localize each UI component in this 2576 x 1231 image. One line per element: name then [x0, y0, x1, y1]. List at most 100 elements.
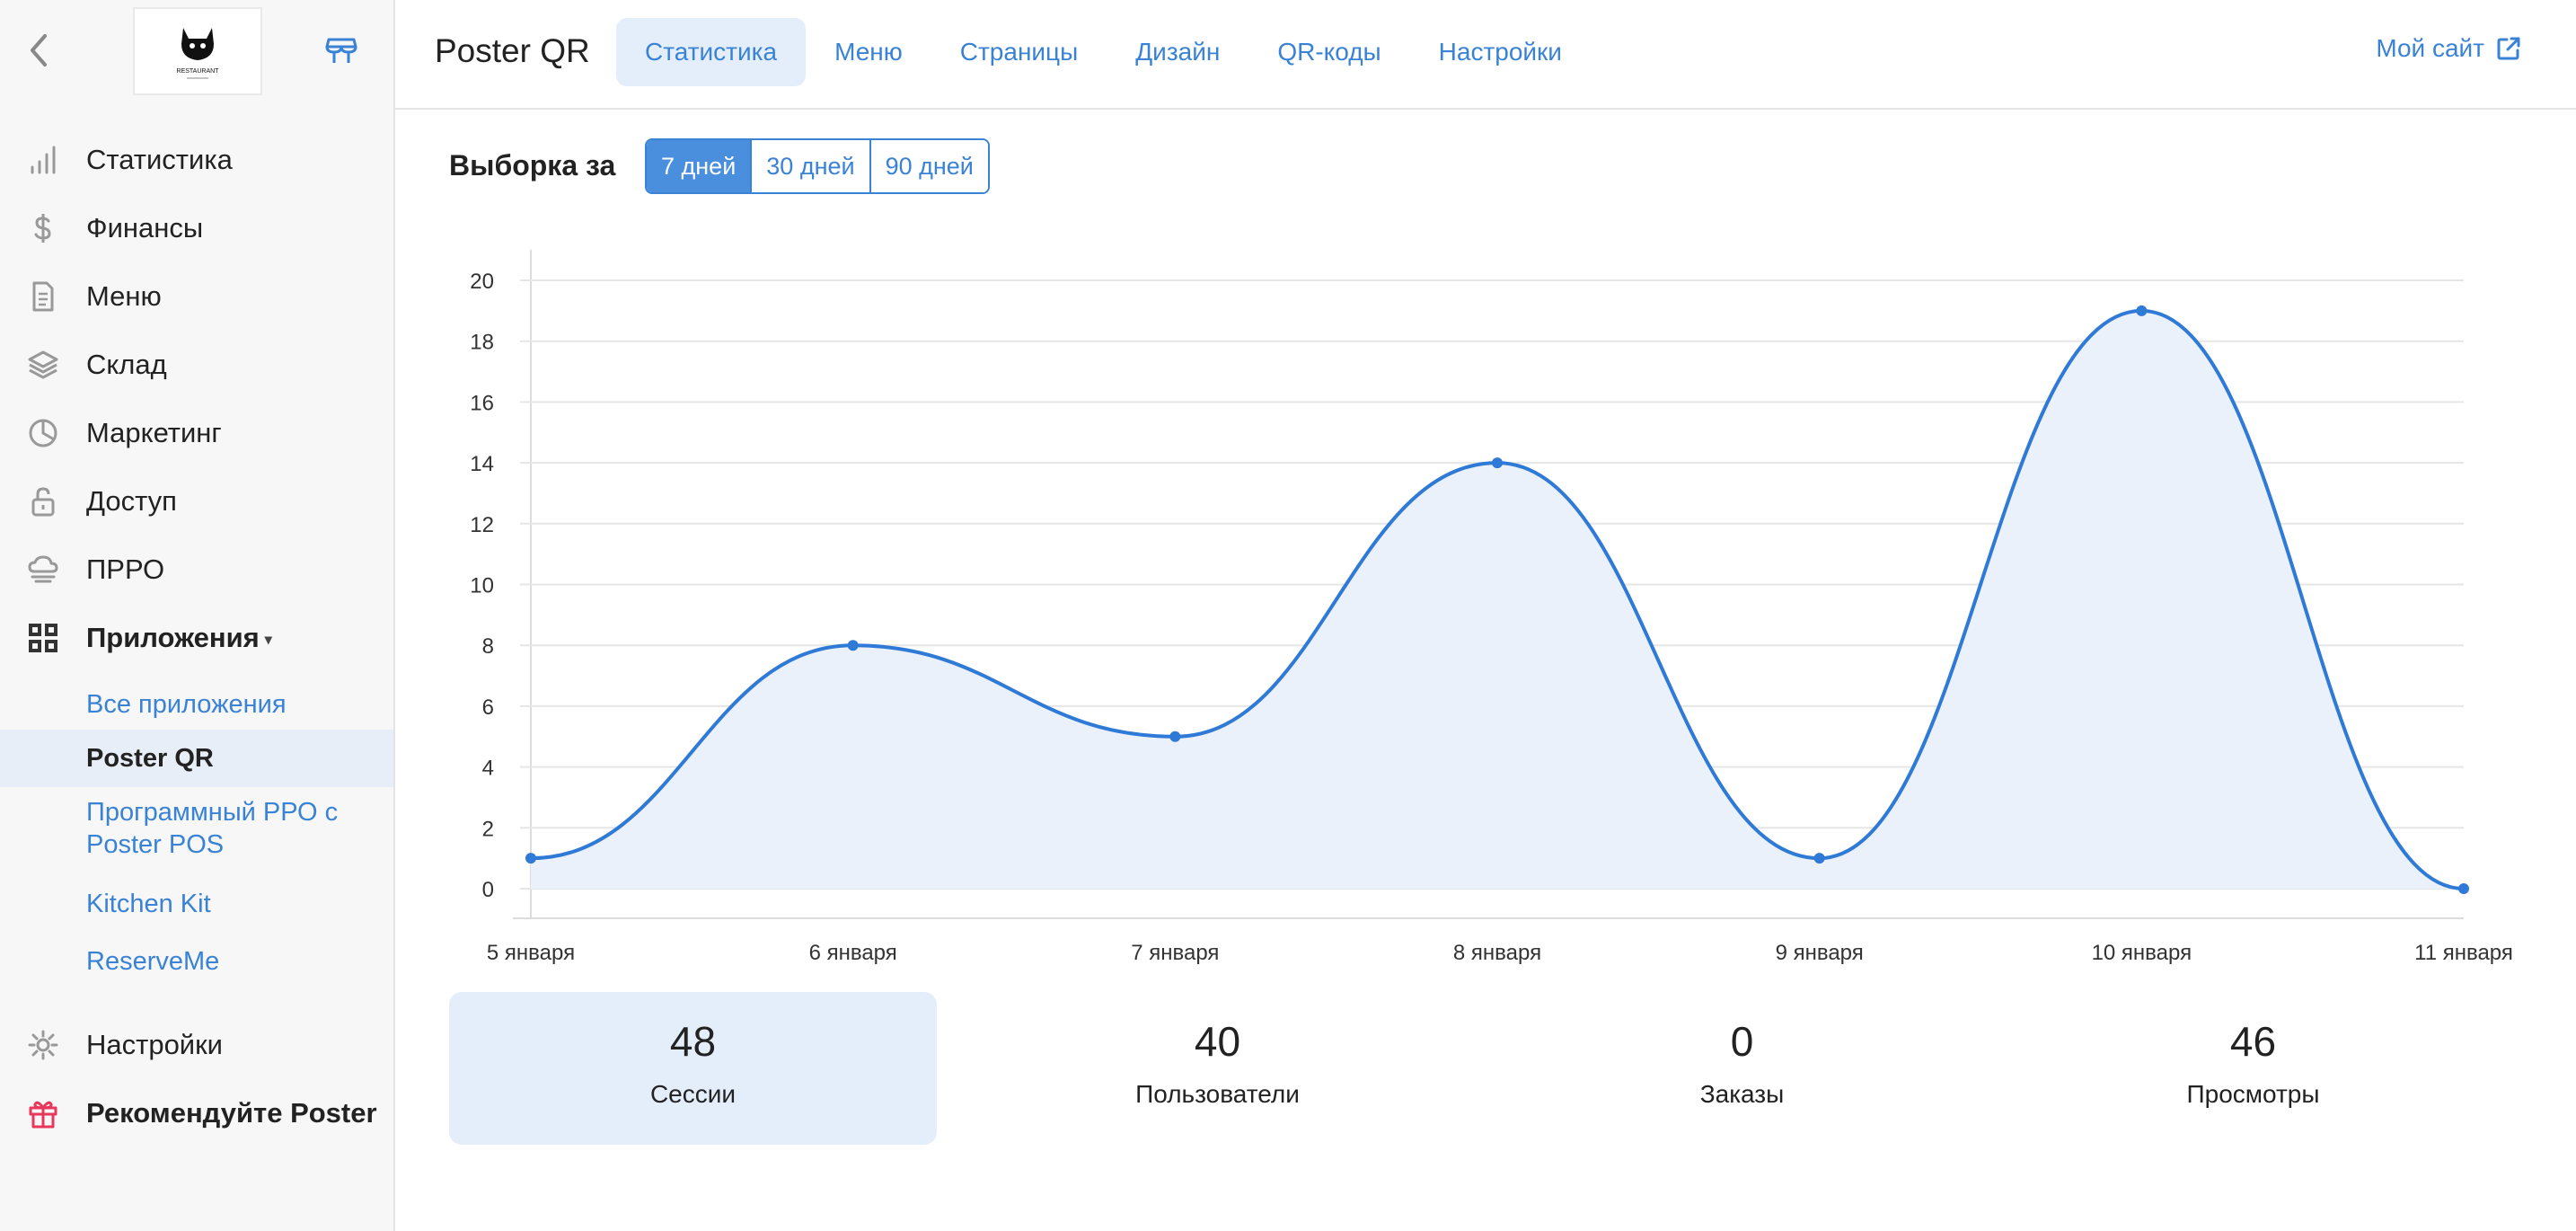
x-tick-label: 6 января: [809, 941, 897, 965]
gift-icon: [27, 1097, 59, 1129]
y-tick-label: 10: [470, 574, 494, 598]
x-tick-label: 9 января: [1776, 941, 1864, 965]
restaurant-logo[interactable]: RESTAURANT: [133, 7, 262, 95]
dollar-icon: [27, 212, 59, 244]
external-link-icon: [2497, 37, 2520, 60]
range-90-days-button[interactable]: 90 дней: [870, 140, 988, 192]
back-button[interactable]: [22, 31, 57, 70]
range-label: Выборка за: [449, 149, 616, 182]
chart-point: [525, 853, 536, 864]
y-tick-label: 12: [470, 513, 494, 537]
sub-item-label: ReserveMe: [86, 947, 220, 976]
y-tick-label: 20: [470, 270, 494, 294]
sub-item-kitchen-kit[interactable]: Kitchen Kit: [0, 877, 393, 931]
stat-label: Сессии: [649, 1080, 737, 1108]
store-icon: [325, 38, 357, 63]
tab-menu[interactable]: Меню: [834, 38, 903, 66]
pie-chart-icon: [27, 417, 59, 449]
logo-text: RESTAURANT: [177, 68, 220, 75]
range-30-days-button[interactable]: 30 дней: [752, 140, 871, 192]
sub-item-reserveme[interactable]: ReserveMe: [0, 934, 393, 988]
sub-item-prro-poster-pos[interactable]: Программный РРО с Poster POS: [0, 791, 393, 866]
sidebar: RESTAURANT Статистика Финансы: [0, 0, 395, 1231]
sub-item-all-apps[interactable]: Все приложения: [0, 677, 393, 731]
stat-label: Пользователи: [1135, 1080, 1300, 1108]
stat-value: 48: [669, 1018, 717, 1065]
x-axis-ticks: 5 января 6 января 7 января 8 января 9 января…: [487, 941, 2513, 965]
sidebar-item-label: Рекомендуйте Poster: [86, 1097, 377, 1129]
chart-point: [1492, 457, 1503, 469]
stat-value: 40: [1194, 1018, 1241, 1065]
chevron-left-icon: [31, 34, 47, 66]
sidebar-item-access[interactable]: Доступ: [0, 469, 393, 534]
stat-label: Просмотры: [2186, 1080, 2320, 1108]
chart-point: [2458, 883, 2469, 894]
sidebar-item-label: ПРРО: [86, 554, 165, 585]
chart-series-line: [530, 308, 2465, 890]
sidebar-item-label: Настройки: [86, 1029, 224, 1060]
sub-item-label: Poster QR: [86, 744, 214, 773]
sidebar-item-recommend[interactable]: Рекомендуйте Poster: [0, 1081, 393, 1146]
apps-grid-icon: [27, 622, 59, 654]
sidebar-item-prro[interactable]: ПРРО: [0, 537, 393, 602]
stat-card-users[interactable]: 40 Пользователи: [974, 992, 1461, 1145]
sub-item-label: Программный РРО с Poster POS: [86, 798, 339, 859]
x-tick-label: 10 января: [2092, 941, 2192, 965]
sub-item-label: Все приложения: [86, 690, 287, 719]
sub-item-label: Kitchen Kit: [86, 890, 211, 918]
top-header: Poster QR Статистика Меню Страницы Дизай…: [395, 0, 2576, 110]
gear-icon: [27, 1029, 59, 1061]
y-tick-label: 18: [470, 331, 494, 355]
stat-value: 0: [1730, 1018, 1754, 1065]
sidebar-item-label: Приложения ▾: [86, 622, 272, 654]
stat-label: Заказы: [1699, 1080, 1785, 1108]
sidebar-item-marketing[interactable]: Маркетинг: [0, 401, 393, 465]
sidebar-item-label: Финансы: [86, 212, 204, 244]
y-tick-label: 4: [482, 757, 494, 781]
x-tick-label: 11 января: [2414, 941, 2513, 965]
sidebar-item-settings[interactable]: Настройки: [0, 1013, 393, 1077]
sidebar-top: RESTAURANT: [0, 0, 393, 106]
bar-chart-icon: [27, 144, 59, 176]
sessions-chart: 0 2 4 6 8 10 12 14 16 18 20 5 января 6 января 7 янва…: [470, 250, 2513, 965]
store-button[interactable]: [323, 32, 359, 68]
lock-icon: [27, 485, 59, 518]
tab-qr-codes[interactable]: QR-коды: [1277, 38, 1381, 66]
cloud-register-icon: [27, 554, 59, 586]
stat-card-views[interactable]: 46 Просмотры: [2009, 992, 2497, 1145]
tab-settings[interactable]: Настройки: [1438, 38, 1562, 66]
x-tick-label: 7 января: [1131, 941, 1219, 965]
layers-icon: [27, 349, 59, 381]
y-axis-ticks: 0 2 4 6 8 10 12 14 16 18 20: [470, 270, 494, 902]
sub-item-poster-qr[interactable]: Poster QR: [0, 730, 393, 787]
my-site-label: Мой сайт: [2376, 34, 2484, 62]
y-tick-label: 8: [482, 634, 494, 659]
y-tick-label: 6: [482, 695, 494, 720]
stats-row: 48 Сессии 40 Пользователи 0 Заказы 46 Пр…: [449, 992, 2515, 1145]
y-tick-label: 2: [482, 817, 494, 841]
sidebar-item-statistics[interactable]: Статистика: [0, 128, 393, 192]
sidebar-item-apps[interactable]: Приложения ▾: [0, 606, 393, 670]
range-selector: 7 дней 30 дней 90 дней: [645, 138, 990, 194]
y-tick-label: 0: [482, 878, 494, 902]
sidebar-item-menu[interactable]: Меню: [0, 264, 393, 329]
range-7-days-button[interactable]: 7 дней: [647, 140, 753, 192]
stat-value: 46: [2229, 1018, 2277, 1065]
chart-point: [1169, 731, 1181, 742]
my-site-link[interactable]: Мой сайт: [2376, 34, 2522, 63]
sidebar-item-warehouse[interactable]: Склад: [0, 332, 393, 397]
sidebar-item-label: Доступ: [86, 485, 177, 517]
tab-pages[interactable]: Страницы: [959, 38, 1079, 66]
chart-point: [1813, 853, 1825, 864]
chevron-down-icon: ▾: [264, 632, 272, 648]
tab-design[interactable]: Дизайн: [1135, 38, 1221, 66]
stat-card-orders[interactable]: 0 Заказы: [1498, 992, 1986, 1145]
tab-statistics[interactable]: Статистика: [616, 18, 807, 86]
sidebar-item-label: Меню: [86, 280, 162, 312]
chart-area-fill: [531, 310, 2464, 890]
apps-label-text: Приложения: [86, 622, 260, 653]
stat-card-sessions[interactable]: 48 Сессии: [449, 992, 937, 1145]
sidebar-item-finance[interactable]: Финансы: [0, 196, 393, 261]
x-tick-label: 8 января: [1453, 941, 1541, 965]
chart-point: [2136, 305, 2148, 316]
